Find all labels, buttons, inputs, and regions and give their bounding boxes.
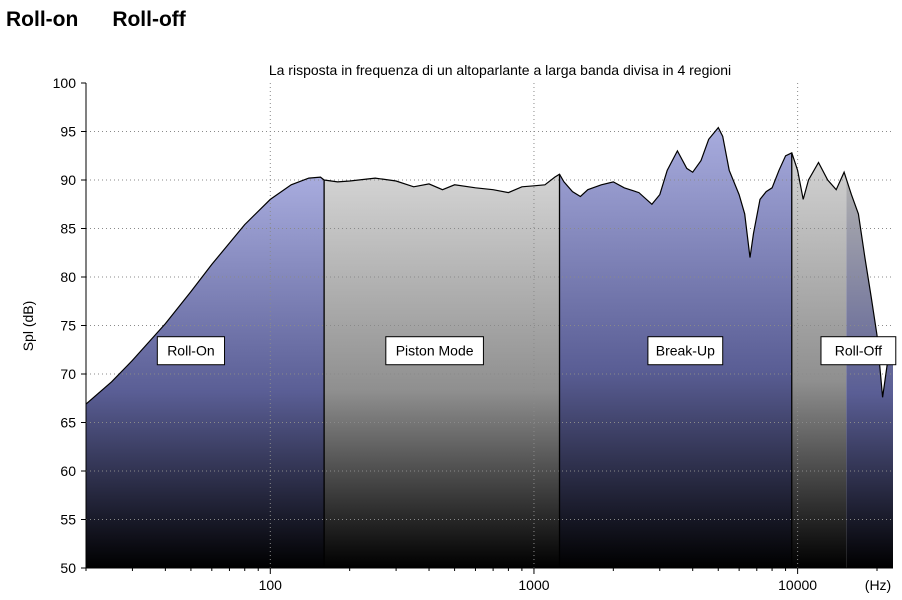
- y-tick-label: 85: [60, 221, 76, 237]
- roll-on-heading: Roll-on: [6, 8, 79, 31]
- y-tick-label: 70: [60, 366, 76, 382]
- page-header: Roll-on Roll-off: [6, 8, 186, 32]
- region-label-roll-on: Roll-On: [156, 336, 226, 366]
- y-tick-label: 75: [60, 318, 76, 334]
- region-fill-tail: [846, 179, 893, 568]
- x-tick-label: 100: [259, 577, 283, 593]
- region-label-box: [385, 336, 484, 366]
- y-tick-label: 80: [60, 269, 76, 285]
- grid-layer: [86, 83, 893, 568]
- region-fill-piston-mode: [324, 174, 560, 568]
- y-tick-label: 100: [53, 75, 77, 91]
- region-label-box: [820, 336, 897, 366]
- region-label-piston-mode: Piston Mode: [385, 336, 484, 366]
- region-fill-roll-off: [791, 152, 847, 569]
- y-tick-label: 50: [60, 560, 76, 576]
- roll-off-heading: Roll-off: [112, 8, 186, 31]
- chart-title: La risposta in frequenza di un altoparla…: [269, 62, 731, 78]
- y-axis-label: Spl (dB): [20, 301, 36, 352]
- region-label-box: [156, 336, 226, 366]
- y-tick-label: 95: [60, 124, 76, 140]
- region-label-text: Roll-On: [167, 343, 214, 359]
- labels-layer: Roll-On Piston Mode Break-Up Roll-Off: [156, 336, 897, 366]
- region-label-text: Roll-Off: [835, 343, 882, 359]
- x-tick-label: 10000: [778, 577, 817, 593]
- response-curve: [85, 126, 894, 405]
- curve-layer: [85, 126, 894, 568]
- region-label-box: [647, 336, 724, 366]
- region-label-text: Break-Up: [656, 343, 715, 359]
- region-label-roll-off: Roll-Off: [820, 336, 897, 366]
- x-tick-label: 1000: [518, 577, 549, 593]
- y-tick-label: 60: [60, 463, 76, 479]
- region-fill-roll-on: [86, 177, 325, 568]
- axes-layer: 100 95 90 85 80 75 70 65 60 55 50 100 1000 10000: [53, 75, 893, 593]
- y-tick-label: 65: [60, 415, 76, 431]
- region-label-break-up: Break-Up: [647, 336, 724, 366]
- region-label-text: Piston Mode: [396, 343, 474, 359]
- y-tick-label: 90: [60, 172, 76, 188]
- x-axis-label: (Hz): [865, 577, 891, 593]
- y-tick-label: 55: [60, 512, 76, 528]
